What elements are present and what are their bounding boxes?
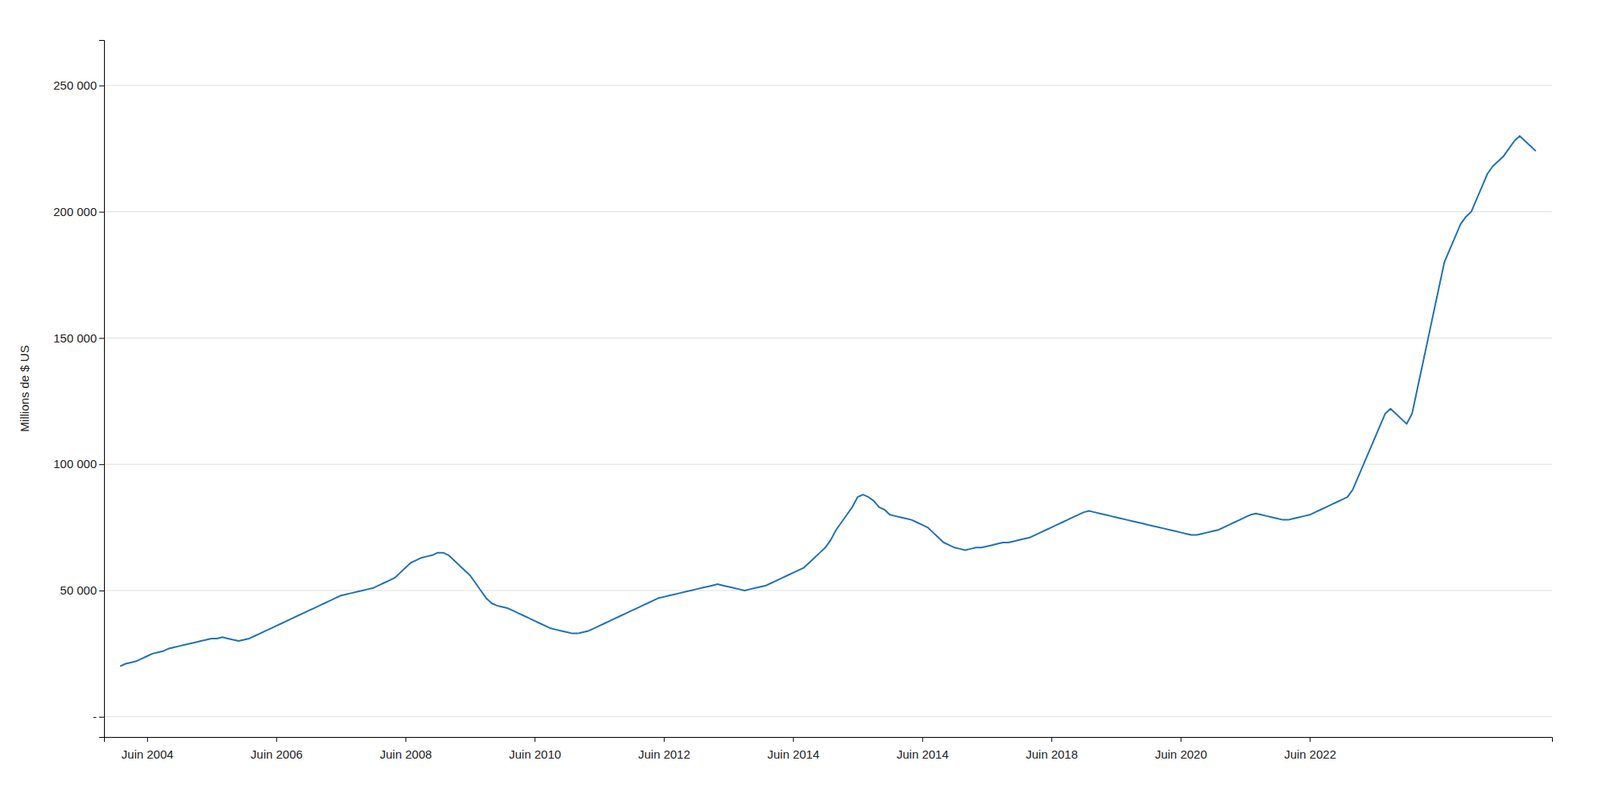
y-tick-mark [99,716,104,718]
x-tick-mark [792,736,794,742]
x-tick-mark [1309,736,1311,742]
y-tick-mark [99,85,104,87]
grid-line [104,211,1552,212]
y-axis-title: Millions de $ US [17,344,32,432]
grid-line [104,464,1552,465]
x-tick: Juin 2006 [250,736,303,761]
x-tick-label: Juin 2004 [121,747,174,761]
grid-line [104,716,1552,717]
x-tick: Juin 2014 [896,736,949,761]
grid-line [104,589,1552,591]
x-tick-label: Juin 2020 [1155,747,1208,761]
x-tick-label: Juin 2010 [508,747,561,761]
y-tick-label: 250 000 [53,78,97,92]
y-tick-mark [99,337,104,339]
x-tick-label: Juin 2008 [380,747,432,761]
y-tick: 150 000 [53,331,104,345]
x-tick-mark [1180,736,1182,742]
x-tick-label: Juin 2012 [638,747,691,761]
x-tick: Juin 2018 [1025,736,1078,761]
x-axis-line [104,737,1553,743]
x-tick-label: Juin 2022 [1284,747,1336,761]
plot: - 50 000 100 000 150 000 200 000 250 000 Juin … [53,40,1553,762]
line [120,136,1536,667]
x-tick: Juin 2014 [767,736,820,761]
grid-line [104,337,1552,339]
y-tick: 50 000 [60,583,104,597]
x-tick-mark [147,736,148,742]
y-tick: 100 000 [53,456,104,471]
grid-line [104,84,1552,86]
y-tick-mark [99,464,104,465]
y-tick-label: - [92,709,97,724]
x-tick: Juin 2008 [380,736,432,761]
x-tick-mark [405,736,407,742]
x-tick-mark [664,736,665,742]
y-axis: - 50 000 100 000 150 000 200 000 250 000 [53,40,105,738]
x-tick: Juin 2004 [121,736,174,761]
x-tick-label: Juin 2014 [767,747,820,761]
x-tick-mark [922,736,924,742]
marks [120,136,1536,667]
y-tick-label: 100 000 [53,456,97,471]
chart: - 50 000 100 000 150 000 200 000 250 000 Juin … [0,0,1600,809]
x-tick-mark [534,736,536,742]
y-axis-line [99,40,105,738]
x-tick-mark [1051,736,1052,742]
x-tick-mark [276,736,277,742]
x-axis: Juin 2004 Juin 2006 Juin 2008 Juin 2010 Juin… [104,736,1553,761]
y-tick-label: 150 000 [53,331,97,345]
y-tick-mark [99,590,104,592]
y-tick: 200 000 [53,204,104,219]
x-tick: Juin 2010 [508,736,561,761]
x-tick-label: Juin 2018 [1025,747,1078,761]
y-tick-label: 200 000 [53,204,97,219]
x-tick: Juin 2020 [1155,736,1208,761]
y-tick-label: 50 000 [60,583,97,597]
x-tick-label: Juin 2014 [896,747,949,761]
y-tick: 250 000 [53,78,104,92]
x-tick-label: Juin 2006 [250,747,303,761]
y-tick-mark [99,212,104,213]
grid [104,85,1552,717]
y-tick: - [92,709,104,724]
x-tick: Juin 2012 [638,736,691,761]
x-tick: Juin 2022 [1284,736,1336,761]
